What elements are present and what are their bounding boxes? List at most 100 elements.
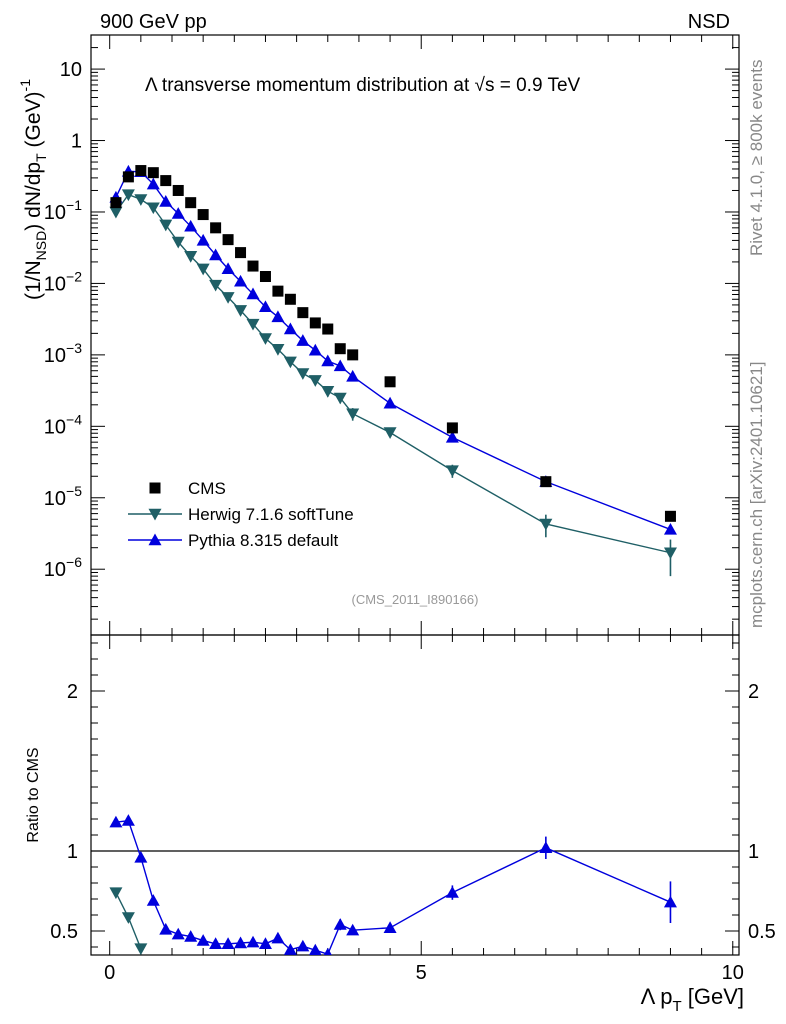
rivet-annotation: Rivet 4.1.0, ≥ 800k events	[747, 60, 766, 256]
pythia-point	[271, 310, 285, 323]
herwig-point	[445, 465, 459, 478]
pythia-point	[196, 233, 210, 246]
legend-label: CMS	[188, 479, 226, 498]
herwig-point	[283, 356, 297, 369]
ratio-y-tick-label: 2	[67, 681, 78, 703]
pythia-ratio-point	[221, 937, 235, 949]
cms-point	[122, 171, 134, 183]
herwig-point	[246, 318, 260, 331]
y-tick-label: 1	[71, 131, 82, 153]
ratio-plot-series	[91, 814, 739, 955]
cms-point	[135, 165, 147, 177]
ratio-y-tick-label: 1	[748, 841, 759, 863]
herwig-point	[271, 344, 285, 356]
herwig-line	[115, 193, 671, 554]
pythia-ratio-point	[209, 937, 223, 949]
pythia-ratio-point	[196, 934, 210, 946]
pythia-ratio-point	[159, 922, 173, 935]
pythia-ratio-point	[323, 947, 332, 955]
pythia-ratio-point	[184, 930, 198, 942]
pythia-line	[115, 170, 671, 531]
pythia-ratio-point	[258, 937, 272, 949]
cms-point	[172, 184, 184, 196]
pythia-ratio-point	[663, 895, 677, 908]
cms-point	[309, 317, 321, 329]
mcplots-annotation: mcplots.cern.ch [arXiv:2401.10621]	[747, 362, 766, 628]
y-tick-label: 10−1	[44, 197, 82, 224]
y-tick-label: 10	[60, 59, 82, 81]
pythia-point	[333, 359, 347, 372]
cms-point	[347, 349, 359, 361]
header-left: 900 GeV pp	[100, 11, 207, 33]
herwig-point	[258, 333, 272, 345]
ratio-plot-frame	[90, 634, 740, 956]
cms-point	[222, 234, 234, 246]
ratio-y-tick-label: 0.5	[50, 921, 78, 943]
legend-label: Pythia 8.315 default	[188, 531, 339, 550]
cms-point	[160, 175, 172, 187]
x-tick-label: 5	[416, 962, 427, 984]
pythia-point	[159, 195, 173, 207]
pythia-ratio-point	[283, 943, 297, 955]
header-right: NSD	[688, 11, 730, 33]
y-axis-label: (1/NNSD) dN/dpT (GeV)-1	[17, 79, 49, 300]
pythia-ratio-point	[346, 923, 360, 936]
pythia-ratio-point	[333, 918, 347, 930]
cms-point	[147, 167, 159, 179]
analysis-watermark: (CMS_2011_I890166)	[352, 592, 479, 607]
ratio-y-tick-label: 1	[67, 841, 78, 863]
legend-label: Herwig 7.1.6 softTune	[188, 505, 354, 524]
axis-tick-labels: 0 5 10 10 1 10−1 10−2 10−3 10−4 10−5 10−6 2 2 1 1 0.5 0.…	[44, 59, 776, 984]
legend: CMS Herwig 7.1.6 softTune Pythia 8.315 def…	[128, 479, 354, 550]
cms-point	[540, 476, 552, 488]
cms-point	[247, 260, 259, 272]
pythia-point	[171, 207, 185, 219]
pythia-ratio-point	[109, 815, 123, 828]
pythia-ratio-point	[246, 935, 260, 948]
pythia-point	[445, 430, 459, 443]
cms-point	[110, 197, 122, 209]
herwig-point	[234, 305, 248, 317]
herwig-point	[171, 236, 185, 249]
main-plot-series	[109, 164, 677, 577]
cms-point	[446, 422, 458, 434]
cms-point	[185, 197, 197, 209]
pythia-point	[346, 369, 360, 382]
x-tick-label: 0	[104, 962, 115, 984]
pythia-point	[663, 522, 677, 535]
herwig-ratio-point	[134, 943, 148, 955]
herwig-point	[308, 375, 322, 387]
ratio-clipped	[109, 814, 677, 955]
pythia-ratio-point	[146, 894, 160, 906]
pythia-ratio-point	[309, 943, 322, 955]
pythia-point	[221, 262, 235, 275]
pythia-point	[234, 274, 248, 287]
cms-point	[259, 271, 271, 283]
pythia-ratio-point	[271, 931, 285, 944]
pythia-point	[184, 219, 198, 232]
chart-title: Λ transverse momentum distribution at √s…	[145, 75, 581, 96]
pythia-ratio-point	[134, 850, 148, 863]
herwig-point	[539, 518, 553, 531]
cms-point	[664, 510, 676, 522]
cms-point	[235, 247, 247, 259]
legend-marker	[148, 508, 162, 521]
cms-point	[272, 285, 284, 297]
herwig-point	[109, 206, 123, 219]
y-tick-label: 10−2	[44, 268, 82, 295]
y-tick-label: 10−5	[44, 483, 82, 510]
pythia-point	[296, 334, 310, 346]
herwig-point	[134, 194, 148, 206]
pythia-ratio-point	[171, 927, 185, 940]
cms-point	[334, 343, 346, 355]
pythia-point	[146, 177, 160, 190]
pythia-point	[321, 354, 335, 367]
pythia-point	[246, 287, 260, 300]
herwig-point	[209, 279, 223, 292]
herwig-point	[663, 547, 677, 560]
y-tick-label: 10−6	[44, 554, 82, 581]
herwig-point	[383, 427, 397, 439]
herwig-point	[159, 219, 173, 232]
pythia-ratio-point	[121, 814, 135, 826]
